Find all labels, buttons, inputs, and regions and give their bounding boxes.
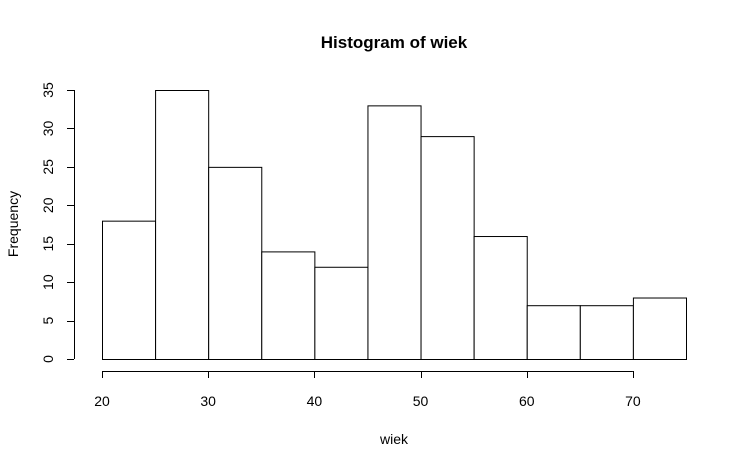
x-axis-title: wiek: [379, 431, 409, 447]
y-tick-label-15: 15: [40, 236, 56, 252]
histogram-bar-70-75: [632, 297, 688, 360]
y-tick-label-10: 10: [40, 274, 56, 290]
y-axis: 0 5 10 15 20 25 30 35: [40, 82, 75, 363]
y-tick-label-25: 25: [40, 159, 56, 175]
histogram-bar-35-40: [261, 251, 316, 360]
bars-group: [102, 90, 688, 361]
x-tick-label-20: 20: [94, 393, 110, 409]
y-tick-label-5: 5: [40, 316, 56, 324]
x-tick-label-40: 40: [307, 393, 323, 409]
chart-title: Histogram of wiek: [321, 33, 468, 52]
histogram-bar-65-70: [579, 305, 634, 361]
histogram-bar-55-60: [473, 236, 528, 360]
x-tick-label-70: 70: [625, 393, 641, 409]
y-tick-label-0: 0: [40, 355, 56, 363]
y-tick-label-30: 30: [40, 120, 56, 136]
histogram-bar-60-65: [526, 305, 581, 361]
histogram-bar-25-30: [155, 90, 210, 360]
histogram-bar-45-50: [367, 105, 422, 360]
histogram-bar-30-35: [208, 166, 263, 360]
histogram-bar-40-45: [314, 266, 369, 360]
x-axis: 20 30 40 50 60 70: [94, 371, 641, 409]
x-tick-label-50: 50: [413, 393, 429, 409]
histogram-bar-50-55: [420, 136, 475, 360]
y-tick-label-20: 20: [40, 197, 56, 213]
histogram-bar-20-25: [102, 220, 157, 360]
x-tick-label-30: 30: [200, 393, 216, 409]
y-axis-title: Frequency: [5, 191, 21, 257]
y-tick-label-35: 35: [40, 82, 56, 98]
x-tick-label-60: 60: [519, 393, 535, 409]
